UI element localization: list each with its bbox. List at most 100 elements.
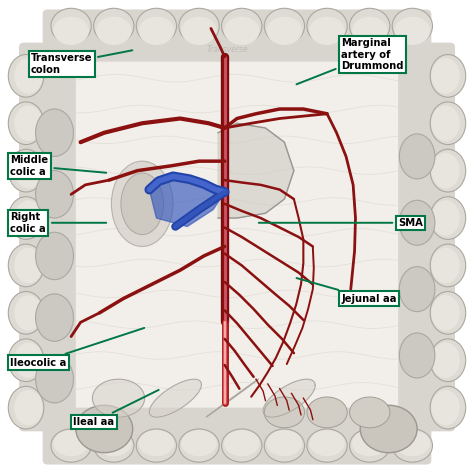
Ellipse shape — [9, 386, 44, 429]
Polygon shape — [149, 176, 225, 227]
Ellipse shape — [399, 333, 435, 378]
Ellipse shape — [181, 17, 217, 45]
Ellipse shape — [9, 102, 44, 145]
Ellipse shape — [53, 430, 89, 456]
Ellipse shape — [394, 430, 430, 456]
Ellipse shape — [430, 244, 465, 287]
Ellipse shape — [430, 339, 465, 382]
Ellipse shape — [181, 430, 217, 456]
Ellipse shape — [14, 295, 43, 331]
Text: Middle
colic a: Middle colic a — [10, 155, 106, 177]
Text: Ileal aa: Ileal aa — [73, 390, 159, 427]
Ellipse shape — [221, 429, 262, 462]
Ellipse shape — [352, 17, 387, 45]
FancyBboxPatch shape — [47, 47, 427, 427]
Ellipse shape — [430, 197, 465, 239]
Ellipse shape — [264, 429, 304, 462]
Ellipse shape — [9, 339, 44, 382]
Ellipse shape — [350, 429, 390, 462]
Ellipse shape — [430, 386, 465, 429]
Ellipse shape — [9, 197, 44, 239]
Ellipse shape — [96, 430, 131, 456]
Ellipse shape — [431, 342, 460, 378]
FancyBboxPatch shape — [19, 43, 76, 431]
Ellipse shape — [53, 17, 89, 45]
Ellipse shape — [307, 397, 347, 428]
Ellipse shape — [14, 200, 43, 236]
Polygon shape — [206, 379, 258, 417]
Ellipse shape — [352, 430, 387, 456]
Ellipse shape — [430, 149, 465, 192]
Ellipse shape — [179, 429, 219, 462]
Ellipse shape — [36, 109, 73, 156]
FancyBboxPatch shape — [398, 43, 455, 431]
Polygon shape — [263, 379, 315, 417]
Ellipse shape — [51, 429, 91, 462]
Ellipse shape — [431, 295, 460, 331]
Ellipse shape — [307, 429, 347, 462]
Ellipse shape — [394, 17, 430, 45]
Polygon shape — [218, 123, 294, 218]
FancyBboxPatch shape — [43, 408, 431, 465]
Ellipse shape — [224, 430, 259, 456]
Ellipse shape — [96, 17, 131, 45]
Text: Ileocolic a: Ileocolic a — [10, 328, 144, 368]
Ellipse shape — [360, 405, 417, 453]
Ellipse shape — [264, 9, 304, 44]
Ellipse shape — [307, 9, 347, 44]
Ellipse shape — [266, 17, 302, 45]
Ellipse shape — [430, 292, 465, 334]
Ellipse shape — [221, 9, 262, 44]
Ellipse shape — [392, 429, 432, 462]
Ellipse shape — [9, 292, 44, 334]
Ellipse shape — [431, 247, 460, 283]
Text: Transverse: Transverse — [207, 46, 248, 54]
Ellipse shape — [138, 17, 174, 45]
Ellipse shape — [431, 153, 460, 189]
Ellipse shape — [93, 9, 134, 44]
Ellipse shape — [121, 173, 164, 235]
Ellipse shape — [14, 390, 43, 426]
Text: Marginal
artery of
Drummond: Marginal artery of Drummond — [296, 38, 404, 84]
Ellipse shape — [9, 149, 44, 192]
Ellipse shape — [36, 171, 73, 218]
Ellipse shape — [392, 9, 432, 44]
Ellipse shape — [431, 58, 460, 94]
Ellipse shape — [36, 356, 73, 403]
Polygon shape — [149, 379, 201, 417]
Ellipse shape — [9, 55, 44, 97]
Text: Right
colic a: Right colic a — [10, 212, 106, 234]
Ellipse shape — [399, 134, 435, 179]
Ellipse shape — [431, 200, 460, 236]
Ellipse shape — [14, 153, 43, 189]
Text: Transverse
colon: Transverse colon — [31, 50, 132, 75]
Ellipse shape — [266, 430, 302, 456]
Ellipse shape — [224, 17, 259, 45]
Ellipse shape — [14, 342, 43, 378]
Ellipse shape — [138, 430, 174, 456]
Ellipse shape — [14, 58, 43, 94]
Text: Jejunal aa: Jejunal aa — [297, 278, 397, 304]
Ellipse shape — [93, 429, 134, 462]
Ellipse shape — [136, 429, 176, 462]
FancyBboxPatch shape — [43, 9, 431, 62]
Ellipse shape — [36, 294, 73, 341]
Ellipse shape — [9, 244, 44, 287]
Ellipse shape — [430, 102, 465, 145]
Ellipse shape — [350, 397, 390, 428]
Ellipse shape — [111, 161, 173, 246]
Ellipse shape — [36, 232, 73, 280]
Ellipse shape — [14, 106, 43, 141]
Ellipse shape — [51, 9, 91, 44]
Ellipse shape — [136, 9, 176, 44]
Ellipse shape — [431, 106, 460, 141]
Ellipse shape — [264, 397, 304, 428]
Ellipse shape — [309, 430, 345, 456]
Polygon shape — [92, 379, 145, 417]
Ellipse shape — [76, 405, 133, 453]
Ellipse shape — [399, 266, 435, 312]
Ellipse shape — [430, 55, 465, 97]
Ellipse shape — [350, 9, 390, 44]
Ellipse shape — [309, 17, 345, 45]
Ellipse shape — [179, 9, 219, 44]
